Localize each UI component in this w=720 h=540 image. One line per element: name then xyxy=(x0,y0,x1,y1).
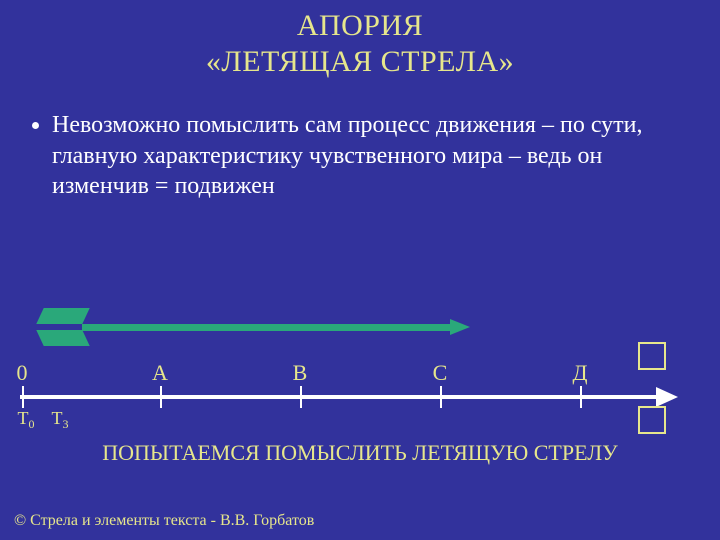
title-line1: АПОРИЯ xyxy=(297,9,423,42)
slide: { "title": { "line1": "АПОРИЯ", "line2":… xyxy=(0,0,720,540)
axis-tick xyxy=(300,386,302,408)
arrow-head xyxy=(450,319,470,335)
arrow-fletch-top xyxy=(36,308,89,324)
copyright-text: © Стрела и элементы текста - В.В. Горбат… xyxy=(14,512,314,530)
axis-tick xyxy=(440,386,442,408)
body-text: Невозможно помыслить сам процесс движени… xyxy=(26,110,686,202)
bullet-item: Невозможно помыслить сам процесс движени… xyxy=(52,110,686,202)
caption-text: ПОПЫТАЕМСЯ ПОМЫСЛИТЬ ЛЕТЯЩУЮ СТРЕЛУ xyxy=(20,440,700,466)
axis-tick xyxy=(160,386,162,408)
axis-label: Д xyxy=(572,360,587,386)
arrow-shaft xyxy=(82,324,450,331)
axis-line xyxy=(20,395,660,399)
marker-box-2 xyxy=(638,406,666,434)
title-line2: «ЛЕТЯЩАЯ СТРЕЛА» xyxy=(206,45,514,78)
marker-box-1 xyxy=(638,342,666,370)
axis-label: В xyxy=(293,360,308,386)
axis-label: С xyxy=(433,360,448,386)
axis-tick xyxy=(22,386,24,408)
axis-arrowhead xyxy=(656,387,678,407)
time-label: Т0 xyxy=(18,408,35,429)
axis-label: А xyxy=(152,360,168,386)
arrow-diagram: ПОПЫТАЕМСЯ ПОМЫСЛИТЬ ЛЕТЯЩУЮ СТРЕЛУ 0 А В С… xyxy=(20,280,700,480)
time-label: Т3 xyxy=(52,408,69,429)
axis-tick xyxy=(580,386,582,408)
axis-label: 0 xyxy=(17,360,28,386)
arrow-fletch-bot xyxy=(36,330,89,346)
slide-title: АПОРИЯ «ЛЕТЯЩАЯ СТРЕЛА» xyxy=(0,0,720,80)
